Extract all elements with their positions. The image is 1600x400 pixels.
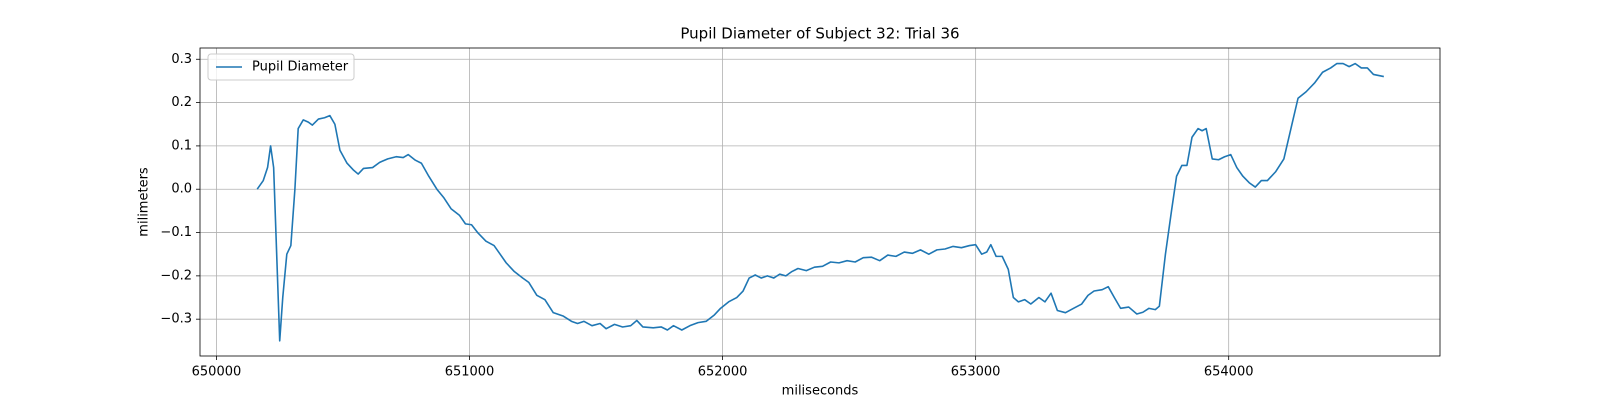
legend-label: Pupil Diameter — [252, 60, 349, 75]
y-axis-label: milimeters — [137, 167, 152, 237]
y-tick-label: −0.3 — [160, 312, 192, 327]
y-tick-label: 0.3 — [171, 52, 192, 67]
y-tick-label: −0.2 — [160, 268, 192, 283]
x-tick-label: 650000 — [192, 365, 242, 380]
y-tick-label: 0.0 — [171, 182, 192, 197]
x-tick-label: 652000 — [698, 365, 748, 380]
x-tick-label: 654000 — [1204, 365, 1254, 380]
plot-frame — [199, 47, 1441, 357]
y-tick-label: 0.2 — [171, 95, 192, 110]
y-tick-label: −0.1 — [160, 225, 192, 240]
data-line — [256, 62, 1384, 342]
y-tick-label: 0.1 — [171, 138, 192, 153]
chart-title: Pupil Diameter of Subject 32: Trial 36 — [680, 25, 959, 43]
x-tick-label: 653000 — [951, 365, 1001, 380]
x-tick-label: 651000 — [445, 365, 495, 380]
legend-box — [207, 53, 355, 81]
x-axis-label: miliseconds — [782, 384, 859, 399]
